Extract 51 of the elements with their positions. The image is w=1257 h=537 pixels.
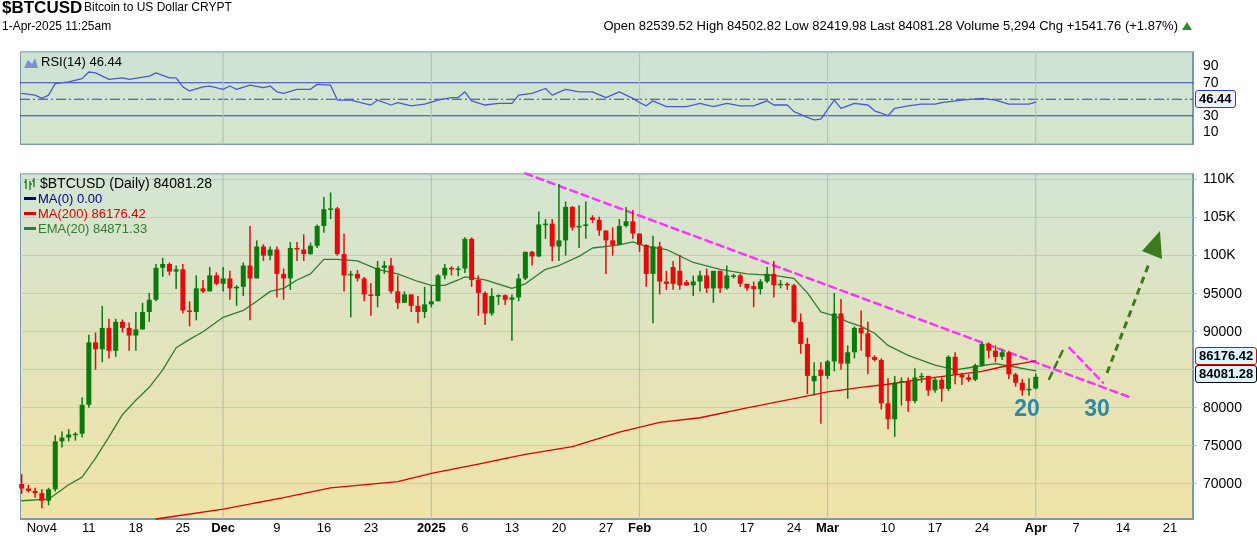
y-tick-label: 75000 [1203,436,1243,453]
y-tick-label: 70 [1203,73,1219,90]
y-tick-label: 10 [1203,123,1219,140]
legend-label: RSI(14) 46.44 [41,54,122,70]
x-tick-label: 10 [880,520,896,536]
x-tick-label: 14 [1115,520,1131,536]
legend-title: $BTCUSD (Daily) 84081.28 [40,175,212,192]
y-tick-label: 95000 [1203,284,1243,301]
x-tick-label: 17 [739,520,755,536]
y-tick-label: 70000 [1203,474,1243,491]
y-tick-label: 90 [1203,57,1219,74]
text: 86176.42 [1195,347,1257,365]
x-tick-label: 18 [128,520,144,536]
x-tick-label: Feb [627,520,652,536]
x-tick-label: 23 [363,520,379,536]
x-tick-label: 10 [692,520,708,536]
text: 1-Apr-2025 11:25am [2,19,112,33]
x-tick-label: 6 [461,520,469,536]
x-tick-label: 7 [1072,520,1080,536]
y-tick-label: 105K [1203,208,1237,225]
chart-title: $BTCUSD [2,0,83,18]
x-tick-label: 24 [786,520,802,536]
x-tick-label: Nov4 [26,520,58,536]
x-tick-label: 17 [927,520,943,536]
x-tick-label: 2025 [416,520,446,536]
chart-subtitle: Bitcoin to US Dollar CRYPT [84,0,232,14]
text: 46.44 [1195,90,1236,108]
x-tick-label: 9 [273,520,281,536]
y-tick-label: 30 [1203,106,1219,123]
x-tick-label: 11 [82,520,96,536]
text: 84081.28 [1195,365,1257,383]
annotation: 20 [1013,395,1041,421]
x-tick-label: 13 [504,520,520,536]
y-tick-label: 100K [1203,246,1237,263]
x-tick-label: 24 [974,520,990,536]
text: Open 82539.52 High 84502.82 Low 82419.98 Last 84081.28 Volume 5,294 Chg +1541.76 (+1.87%) [603,18,1178,33]
x-tick-label: Dec [211,520,236,536]
legend-label: MA(0) 0.00 [38,191,103,207]
x-tick-label: Mar [815,520,840,536]
x-tick-label: 27 [598,520,614,536]
y-tick-label: 110K [1203,170,1236,187]
x-tick-label: 25 [175,520,191,536]
y-tick-label: 80000 [1203,398,1243,415]
x-tick-label: 16 [316,520,332,536]
annotation: 30 [1083,395,1111,421]
x-tick-label: Apr [1024,520,1047,536]
x-tick-label: 21 [1162,520,1178,536]
x-tick-label: 20 [551,520,567,536]
legend-label: EMA(20) 84871.33 [38,221,148,237]
legend-label: MA(200) 86176.42 [38,206,146,222]
y-tick-label: 90000 [1203,322,1243,339]
